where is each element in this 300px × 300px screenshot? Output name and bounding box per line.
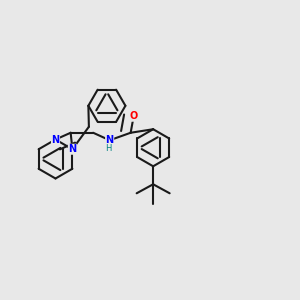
Text: N: N [106,135,114,145]
Text: N: N [51,134,60,145]
Text: O: O [130,111,138,121]
Text: N: N [68,144,76,154]
Text: H: H [105,144,111,153]
